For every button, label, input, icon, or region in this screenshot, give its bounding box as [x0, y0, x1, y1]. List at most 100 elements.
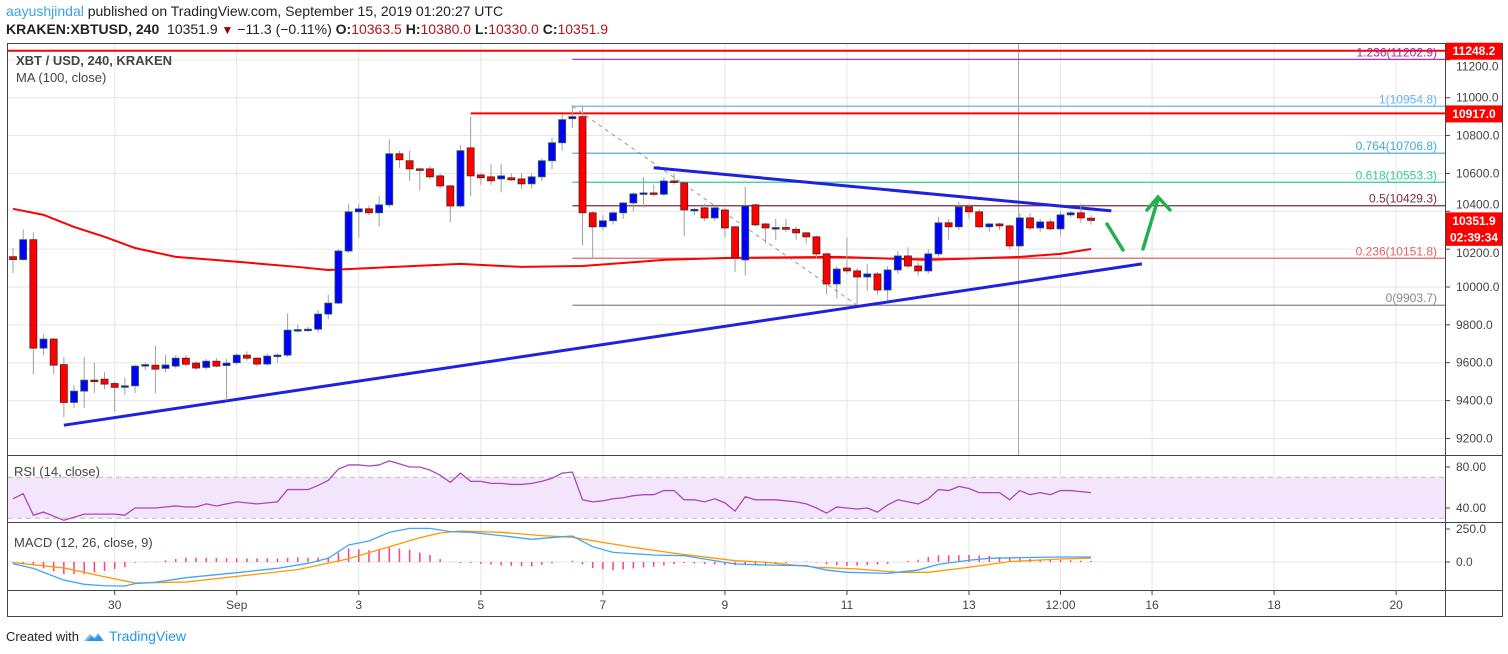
price-pane[interactable]: 1.236(11202.9) 1(10954.8) 0.764(10706.8) 0.…: [8, 45, 1445, 427]
candle-body: [883, 269, 892, 291]
time-axis-label: 18: [1267, 598, 1281, 612]
candle: [700, 203, 709, 221]
candle-body: [436, 175, 445, 187]
publish-info: aayushjindal published on TradingView.co…: [6, 3, 503, 19]
candle: [202, 358, 211, 370]
candle: [721, 207, 729, 238]
candle: [883, 266, 892, 301]
candle: [212, 357, 221, 368]
author-link[interactable]: aayushjindal: [6, 3, 84, 19]
candle-body: [192, 362, 200, 369]
macd-axis-label: 0.0: [1456, 555, 1473, 569]
candle: [812, 235, 821, 259]
candle: [1056, 211, 1065, 236]
candle: [629, 192, 638, 212]
candle-body: [405, 160, 414, 170]
candle: [558, 114, 567, 151]
candle: [243, 351, 251, 361]
candle-body: [171, 357, 180, 367]
candle: [914, 262, 923, 276]
candle-body: [863, 273, 872, 278]
candle: [497, 163, 506, 193]
candle: [39, 334, 48, 356]
candle: [619, 201, 628, 219]
candle-body: [954, 206, 963, 228]
axes: 11200.011000.010800.010600.010400.010200…: [108, 42, 1502, 612]
created-with-text: Created with: [6, 628, 79, 644]
fib-level-label: 0.618(10553.3): [1356, 168, 1437, 182]
candle-body: [507, 177, 516, 181]
candle: [568, 105, 577, 128]
candle-body: [110, 383, 119, 388]
green-arrow-annotation: [1105, 194, 1172, 252]
candle-body: [975, 211, 984, 228]
symbol-name: KRAKEN:XBTUSD, 240: [6, 21, 160, 37]
candle-body: [690, 208, 699, 212]
candle: [527, 173, 536, 189]
candle-body: [802, 232, 811, 238]
candle-body: [995, 223, 1004, 227]
candle-body: [415, 168, 424, 171]
fib-level-label: 1(10954.8): [1379, 92, 1437, 106]
tradingview-link[interactable]: TradingView: [108, 628, 187, 644]
high-value: 10380.0: [420, 21, 472, 37]
candle: [232, 353, 241, 365]
candle: [263, 353, 272, 366]
publish-text: published on TradingView.com, September …: [87, 3, 504, 19]
candle: [507, 173, 516, 181]
candle: [304, 326, 312, 332]
candle-body: [832, 268, 841, 285]
time-axis-label: 16: [1145, 598, 1159, 612]
trendline: [653, 166, 1112, 213]
candle-body: [700, 207, 709, 219]
candle: [609, 211, 617, 225]
candle: [273, 353, 282, 363]
candle: [1076, 203, 1085, 223]
time-axis-label: 7: [600, 598, 607, 612]
candle: [80, 357, 89, 409]
arrow-down-stroke: [1105, 222, 1125, 252]
candle-body: [273, 354, 282, 358]
candle: [385, 139, 394, 208]
chart-title: XBT / USD, 240, KRAKEN: [16, 53, 172, 68]
time-axis-label: 11: [841, 598, 854, 612]
candle-body: [812, 236, 821, 255]
candle-body: [822, 253, 831, 285]
candle-body: [537, 160, 546, 178]
candle-body: [1087, 217, 1095, 221]
candle-body: [1015, 217, 1024, 247]
candle: [436, 173, 445, 189]
candle: [659, 177, 668, 197]
candle-body: [670, 180, 678, 183]
tradingview-logo-icon: [83, 633, 104, 641]
price-axis-label: 10200.0: [1456, 246, 1500, 260]
candle: [1066, 211, 1075, 217]
fib-level-label: 0(9903.7): [1386, 291, 1437, 305]
candle: [395, 150, 404, 168]
candle-body: [426, 168, 434, 178]
candle: [853, 268, 862, 305]
candle-body: [151, 364, 160, 370]
candle-body: [1056, 214, 1065, 230]
candle-body: [517, 178, 526, 185]
bar-countdown-label: 02:39:34: [1450, 230, 1498, 244]
candle-body: [985, 223, 994, 228]
ma-legend: MA (100, close): [16, 70, 106, 85]
candle: [975, 209, 984, 229]
last-price: 10351.9: [167, 21, 218, 37]
candle-body: [659, 180, 668, 195]
low-value: 10330.0: [488, 21, 539, 37]
fib-level-label: 0.5(10429.3): [1369, 192, 1437, 206]
open-label: O:: [335, 21, 352, 37]
candle: [802, 232, 811, 244]
candle: [131, 364, 139, 394]
candle-body: [232, 354, 241, 364]
candle: [110, 381, 119, 412]
candle-body: [588, 212, 597, 228]
candle-body: [568, 116, 577, 120]
candle: [466, 116, 475, 197]
candle: [1005, 224, 1014, 250]
candle: [782, 218, 790, 233]
candle: [344, 203, 353, 253]
